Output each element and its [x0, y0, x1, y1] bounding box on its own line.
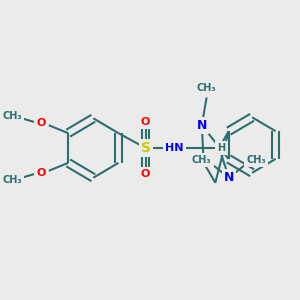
- Text: CH₃: CH₃: [197, 82, 216, 93]
- Text: CH₃: CH₃: [2, 175, 22, 185]
- Text: CH₃: CH₃: [246, 155, 266, 165]
- Text: CH₃: CH₃: [192, 155, 212, 165]
- Text: N: N: [224, 171, 234, 184]
- Text: N: N: [196, 119, 207, 132]
- Text: O: O: [36, 118, 46, 128]
- Text: O: O: [141, 117, 150, 127]
- Text: S: S: [141, 141, 151, 155]
- Text: CH₃: CH₃: [2, 111, 22, 121]
- Text: H: H: [217, 143, 225, 153]
- Text: HN: HN: [165, 143, 184, 153]
- Text: O: O: [36, 168, 46, 178]
- Text: O: O: [141, 169, 150, 179]
